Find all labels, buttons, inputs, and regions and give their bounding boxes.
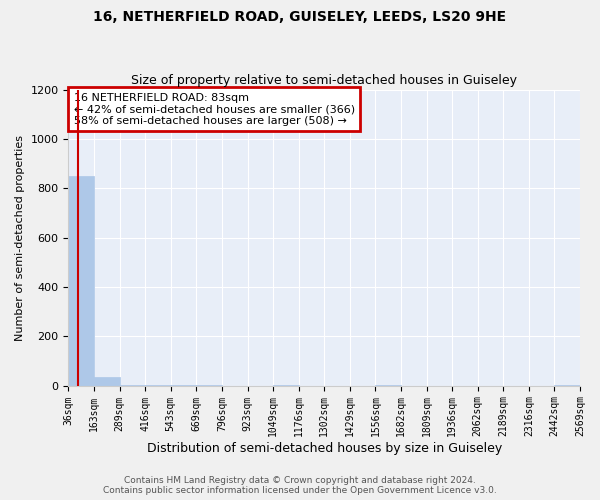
Text: 16, NETHERFIELD ROAD, GUISELEY, LEEDS, LS20 9HE: 16, NETHERFIELD ROAD, GUISELEY, LEEDS, L… bbox=[94, 10, 506, 24]
Bar bbox=[68, 176, 94, 386]
Bar bbox=[94, 377, 119, 386]
Text: 16 NETHERFIELD ROAD: 83sqm
← 42% of semi-detached houses are smaller (366)
58% o: 16 NETHERFIELD ROAD: 83sqm ← 42% of semi… bbox=[74, 92, 355, 126]
Title: Size of property relative to semi-detached houses in Guiseley: Size of property relative to semi-detach… bbox=[131, 74, 517, 87]
Text: Contains HM Land Registry data © Crown copyright and database right 2024.
Contai: Contains HM Land Registry data © Crown c… bbox=[103, 476, 497, 495]
Y-axis label: Number of semi-detached properties: Number of semi-detached properties bbox=[15, 134, 25, 340]
X-axis label: Distribution of semi-detached houses by size in Guiseley: Distribution of semi-detached houses by … bbox=[146, 442, 502, 455]
